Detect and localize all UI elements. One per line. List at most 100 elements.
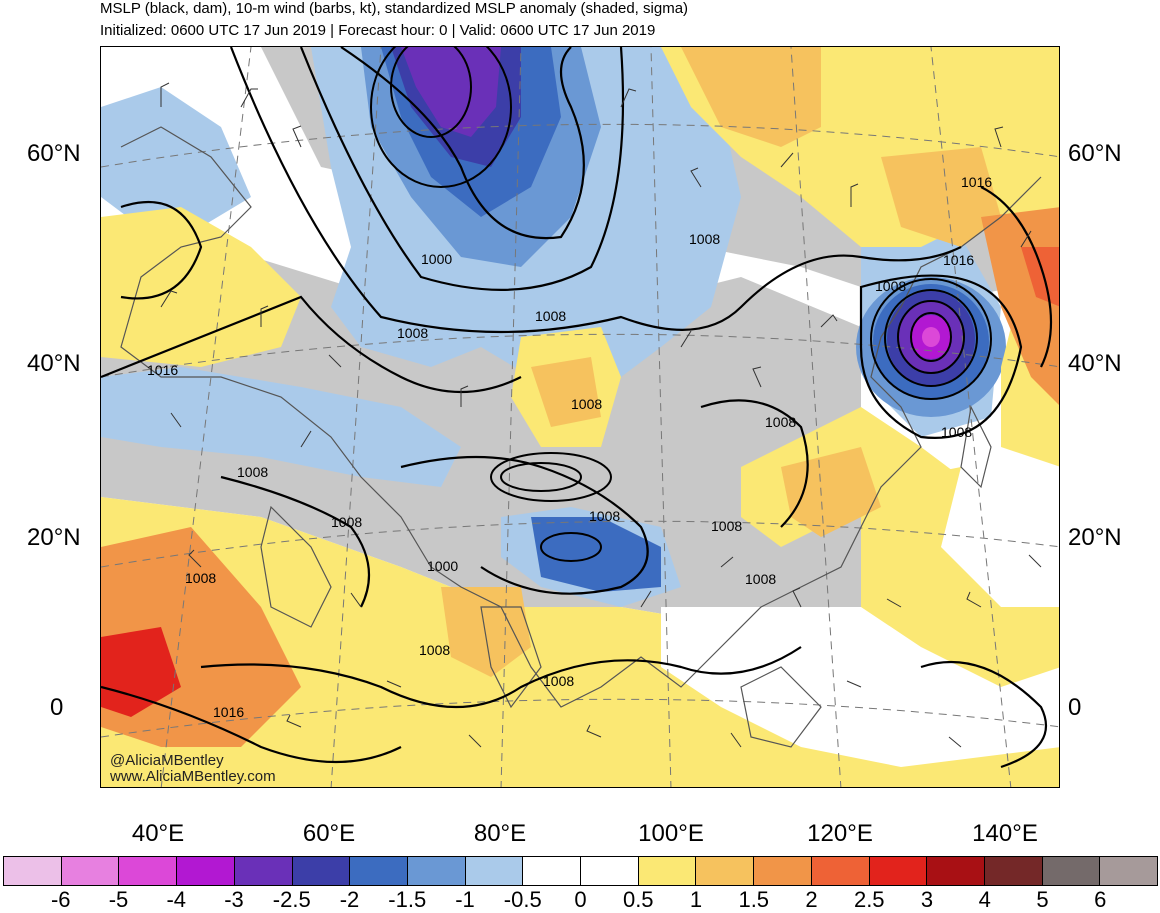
lon-label-60e: 60°E xyxy=(302,820,356,847)
colorbar-tick-label: 3 xyxy=(920,887,934,912)
negative-anomaly-mideast xyxy=(101,367,461,487)
isobar-label: 1008 xyxy=(689,231,720,247)
isobar-tibet-low xyxy=(540,532,602,562)
colorbar-tick-label: -1 xyxy=(455,887,475,912)
isobar-russia-low-2 xyxy=(370,47,512,188)
isobar-label: 1000 xyxy=(421,251,452,267)
colorbar-tick-label: 0.5 xyxy=(622,887,654,912)
colorbar-tick-label: 5 xyxy=(1036,887,1049,912)
colorbar-swatch xyxy=(754,857,812,885)
anomaly-plus-1-okhotsk xyxy=(881,147,1001,247)
isobar-label: 1008 xyxy=(571,396,602,412)
coastline-japan xyxy=(960,405,992,489)
low-ring-6 xyxy=(922,327,940,347)
graticule-lat-60 xyxy=(101,123,1059,168)
colorbar-swatch xyxy=(984,857,1043,885)
colorbar-swatch xyxy=(869,857,928,885)
isobar-label: 1008 xyxy=(237,464,268,480)
negative-anomaly-scandinavia xyxy=(101,87,251,227)
isobar-1008-pacific xyxy=(920,660,1047,769)
colorbar-swatch xyxy=(581,857,639,885)
lat-label-left-60: 60°N xyxy=(27,140,81,167)
lon-label-100e: 100°E xyxy=(638,820,704,847)
colorbar-tick-label: 1 xyxy=(689,887,703,912)
graticule-lat-0 xyxy=(101,698,1059,738)
lon-label-140e: 140°E xyxy=(972,820,1038,847)
anomaly-plus-3-africa xyxy=(101,627,181,717)
colorbar-swatch xyxy=(177,857,235,885)
isobar-label: 1008 xyxy=(535,308,566,324)
isobar-1000-north xyxy=(340,47,585,240)
isobar-russia-low-1 xyxy=(390,47,472,138)
anomaly-plus-2-pacific xyxy=(1021,247,1059,307)
graticule-lon-100 xyxy=(650,47,672,787)
land-neutral-shade xyxy=(101,247,861,627)
colorbar xyxy=(3,856,1158,886)
isobar-label: 1008 xyxy=(711,518,742,534)
graticule-lon-40 xyxy=(160,47,252,787)
coastlines xyxy=(120,126,1042,748)
colorbar-tick-label: -6 xyxy=(50,887,71,912)
isobar-label: 1008 xyxy=(941,424,972,440)
isobar-low-2 xyxy=(884,289,978,387)
isobar-label: 1008 xyxy=(331,514,362,530)
lon-label-120e: 120°E xyxy=(807,820,873,847)
colorbar-tick-label: 0 xyxy=(574,887,587,912)
map-subtitle: Initialized: 0600 UTC 17 Jun 2019 | Fore… xyxy=(100,22,656,39)
colorbar-swatch xyxy=(61,857,120,885)
colorbar-tick-label: 2 xyxy=(805,887,818,912)
isobars-low xyxy=(370,47,992,562)
weather-map: 1000 1008 1008 1016 1008 1008 1016 1016 … xyxy=(100,46,1060,788)
graticule-lon-140 xyxy=(930,47,1012,787)
lat-label-right-20: 20°N xyxy=(1068,524,1122,551)
isobar-low-1 xyxy=(870,278,992,400)
isobar-heat-low-2 xyxy=(490,452,612,502)
colorbar-swatch xyxy=(927,857,985,885)
isobar-1016-africa xyxy=(101,685,402,764)
colorbar-swatch xyxy=(696,857,755,885)
lon-label-40e: 40°E xyxy=(131,820,185,847)
isobar-1000-india xyxy=(400,455,649,595)
credit-handle: @AliciaMBentley xyxy=(110,752,224,769)
lat-label-left-40: 40°N xyxy=(27,350,81,377)
isobar-1008-china xyxy=(700,399,809,528)
positive-anomaly-europe xyxy=(101,207,301,367)
isobar-label: 1008 xyxy=(765,414,796,430)
isobar-low-4 xyxy=(910,312,952,362)
colorbar-tick-label: 1.5 xyxy=(738,887,770,912)
lat-label-left-0: 0 xyxy=(50,694,64,721)
lon-label-80e: 80°E xyxy=(473,820,527,847)
colorbar-swatch xyxy=(292,857,351,885)
graticule-lon-60 xyxy=(330,47,382,787)
isobar-1008-japan-outer xyxy=(859,274,1023,439)
isobar-1016-scand xyxy=(120,200,203,300)
graticule xyxy=(101,47,1059,787)
isobar-1008-equator xyxy=(200,646,802,708)
isobar-label: 1008 xyxy=(185,570,216,586)
isobar-label: 1016 xyxy=(943,252,974,268)
coastline-borneo xyxy=(740,666,822,748)
graticule-lat-20 xyxy=(101,520,1059,568)
anomaly-plus-1-kazakh xyxy=(531,357,601,427)
isobar-label: 1008 xyxy=(875,278,906,294)
colorbar-tick-label: 6 xyxy=(1094,887,1107,912)
isobar-label: 1008 xyxy=(543,673,574,689)
colorbar-swatch xyxy=(811,857,870,885)
isobar-label: 1008 xyxy=(589,508,620,524)
coastline-arabia xyxy=(260,505,332,628)
colorbar-tick-label: -5 xyxy=(108,887,129,912)
isobar-1008-mid xyxy=(229,47,962,334)
anomaly-plus-1-india xyxy=(441,587,531,677)
colorbar-swatch xyxy=(638,857,697,885)
anomaly-plus-1-china xyxy=(781,447,881,537)
anomaly-minus-2-5 xyxy=(401,47,501,137)
isobar-labels: 1000 1008 1008 1016 1008 1008 1016 1016 … xyxy=(147,174,992,720)
isobar-heat-low-1 xyxy=(500,462,582,492)
lat-label-right-0: 0 xyxy=(1068,694,1082,721)
isobar-label: 1016 xyxy=(961,174,992,190)
isobar-1016-europe xyxy=(101,295,522,394)
wind-barbs xyxy=(160,82,1042,748)
colorbar-tick-label: 2.5 xyxy=(853,887,885,912)
map-canvas: 1000 1008 1008 1016 1008 1008 1016 1016 … xyxy=(101,47,1059,787)
isobars xyxy=(101,47,1053,769)
